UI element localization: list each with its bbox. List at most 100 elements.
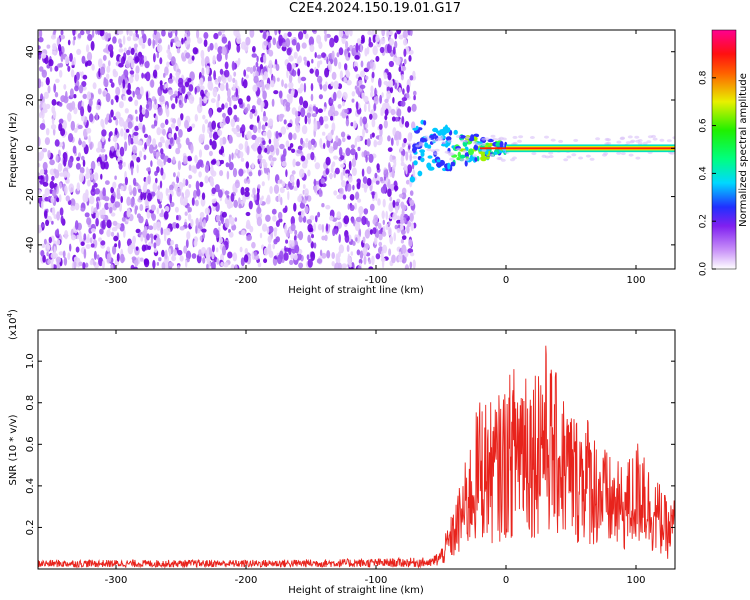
heatmap-cell [244, 187, 250, 193]
heatmap-cell [297, 75, 302, 84]
heatmap-cell [99, 190, 103, 201]
heatmap-cell [152, 138, 157, 148]
heatmap-cell [38, 189, 42, 195]
heatmap-cell [232, 252, 238, 262]
heatmap-cell [403, 164, 408, 171]
x-tick-label: 0 [503, 575, 509, 586]
heatmap-cell [207, 80, 213, 91]
heatmap-cell [340, 171, 344, 182]
heatmap-cell [44, 137, 51, 146]
heatmap-cell [419, 149, 425, 154]
heatmap-cell [158, 257, 162, 262]
heatmap-cell [81, 55, 86, 64]
heatmap-cell [213, 227, 219, 236]
heatmap-cell [216, 99, 220, 110]
heatmap-cell [385, 223, 389, 231]
heatmap-cell [154, 64, 160, 71]
heatmap-cell [141, 72, 145, 79]
heatmap-cell [204, 144, 210, 151]
heatmap-cell [116, 253, 120, 262]
heatmap-cell [152, 38, 155, 49]
heatmap-cell [45, 219, 50, 226]
heatmap-cell [337, 104, 342, 109]
heatmap-cell [227, 106, 233, 116]
heatmap-cell [261, 195, 264, 200]
heatmap-cell [377, 222, 382, 229]
heatmap-cell [106, 73, 110, 80]
heatmap-cell [53, 30, 57, 35]
heatmap-cell [383, 169, 389, 178]
heatmap-cell [286, 69, 289, 79]
heatmap-cell [418, 141, 424, 145]
heatmap-cell [231, 60, 235, 71]
x-tick-label: -100 [365, 275, 388, 286]
heatmap-cell [228, 161, 234, 171]
heatmap-cell [65, 195, 71, 202]
heatmap-cell [219, 170, 224, 177]
heatmap-cell [349, 194, 355, 201]
heatmap-cell [449, 157, 455, 161]
heatmap-cell [257, 202, 260, 213]
heatmap-cell [186, 231, 191, 240]
heatmap-cell [143, 258, 150, 268]
colorbar-tick-label: 0.0 [699, 262, 709, 277]
heatmap-cell [383, 119, 388, 129]
heatmap-cell [275, 63, 280, 71]
heatmap-cell [271, 157, 277, 162]
heatmap-cell [306, 153, 312, 160]
heatmap-cell [304, 115, 308, 125]
heatmap-cell [159, 136, 165, 143]
heatmap-cell [327, 109, 334, 117]
heatmap-cell [56, 211, 60, 221]
heatmap-cell [427, 155, 433, 159]
heatmap-cell [548, 151, 554, 155]
heatmap-cell [603, 152, 609, 156]
heatmap-cell [403, 38, 408, 46]
heatmap-cell [304, 205, 309, 214]
heatmap-cell [373, 141, 377, 147]
heatmap-cell [266, 226, 270, 234]
heatmap-cell [194, 114, 198, 122]
heatmap-cell [314, 52, 317, 59]
heatmap-cell [324, 33, 328, 42]
heatmap-cell [243, 69, 247, 77]
heatmap-cell [409, 213, 414, 221]
heatmap-cell [241, 131, 245, 138]
heatmap-cell [436, 159, 441, 163]
heatmap-cell [60, 215, 64, 224]
heatmap-cell [58, 194, 62, 203]
heatmap-cell [328, 173, 334, 179]
heatmap-cell [141, 43, 146, 49]
heatmap-cell [620, 152, 626, 156]
heatmap-cell [363, 208, 369, 215]
heatmap-cell [436, 162, 443, 168]
heatmap-cell [369, 203, 375, 211]
heatmap-cell [142, 124, 146, 134]
heatmap-cell [80, 207, 85, 212]
heatmap-cell [395, 206, 399, 214]
heatmap-cell [345, 70, 351, 78]
heatmap-cell [325, 168, 330, 175]
heatmap-cell [346, 244, 350, 252]
heatmap-cell [298, 262, 304, 269]
heatmap-cell [111, 226, 118, 232]
heatmap-cell [430, 149, 436, 153]
heatmap-cell [453, 129, 458, 135]
heatmap-cell [406, 225, 410, 234]
x-tick-label: -300 [105, 275, 128, 286]
spectrogram-x-axis: -300 -200 -100 0 100 [105, 30, 646, 286]
heatmap-cell [164, 232, 167, 242]
heatmap-cell [310, 83, 314, 92]
heatmap-cell [133, 266, 138, 269]
heatmap-cell [100, 148, 106, 153]
heatmap-cell [262, 140, 266, 145]
heatmap-cell [462, 149, 468, 153]
heatmap-cell [240, 257, 245, 267]
snr-panel: -300 -200 -100 0 100 0.2 0.4 0.6 0.8 1.0 Height … [6, 309, 676, 596]
heatmap-cell [472, 141, 478, 145]
heatmap-cell [52, 43, 57, 51]
heatmap-cell [402, 88, 405, 95]
x-tick-label: -100 [365, 575, 388, 586]
heatmap-cell [56, 228, 60, 237]
heatmap-cell [140, 234, 144, 242]
